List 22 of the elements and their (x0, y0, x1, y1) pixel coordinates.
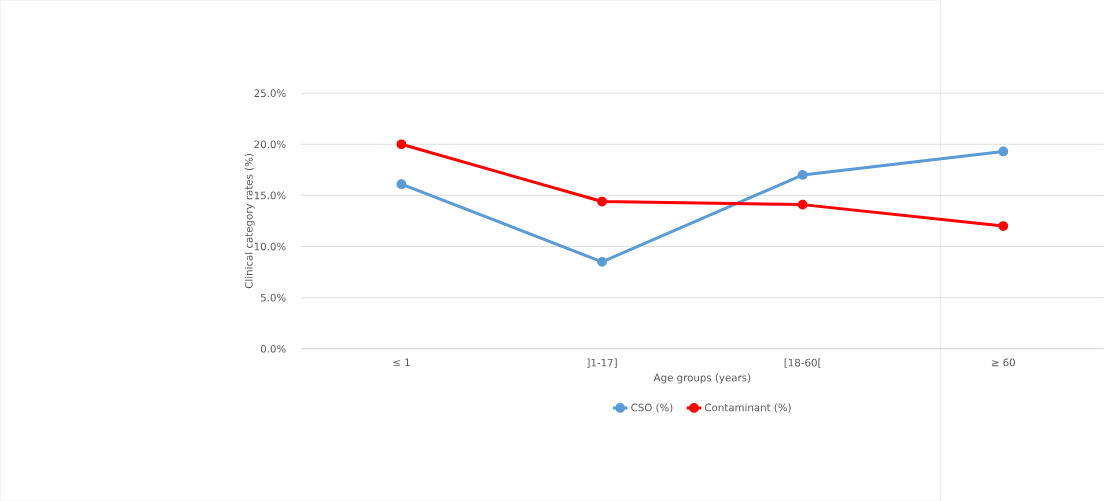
x-tick-label: ≤ 1 (393, 358, 410, 366)
point (998, 221, 1009, 231)
y-tick-label: 20.0% (254, 140, 286, 149)
point (597, 196, 607, 207)
x-tick-label: ≥ 60 (991, 358, 1015, 367)
y-tick-label: 25.0% (254, 89, 286, 97)
y-tick-label: 10.0% (254, 242, 286, 251)
y-tick-label: 15.0% (254, 191, 286, 200)
point (597, 256, 607, 267)
point (396, 139, 407, 150)
legend-label: CSO (%) (631, 403, 673, 413)
point (797, 169, 808, 180)
point (396, 179, 407, 189)
point (797, 199, 808, 210)
y-axis-title: Clinical category rates (%) (244, 153, 255, 289)
y-tick-label: 5.0% (260, 293, 286, 302)
x-axis-title: Age groups (years) (653, 373, 751, 384)
y-tick-label: 0.0% (260, 344, 286, 353)
x-tick-label: [18-60[ (784, 358, 821, 368)
legend-label: Contaminant (%) (705, 403, 791, 413)
x-tick-label: ]1-17] (587, 358, 617, 368)
point (998, 146, 1009, 157)
